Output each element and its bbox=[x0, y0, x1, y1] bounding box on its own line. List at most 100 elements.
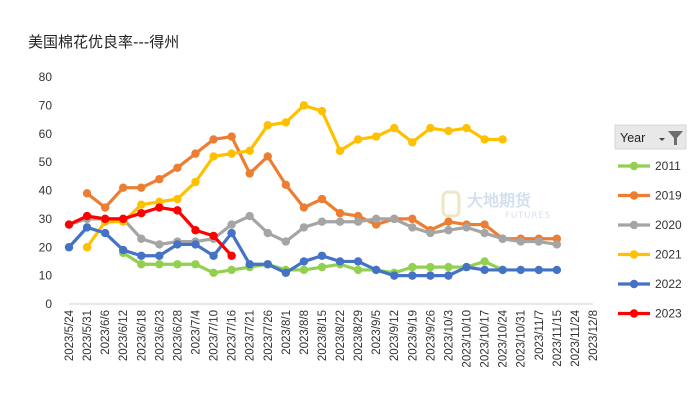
legend-item-2021[interactable]: 2021 bbox=[618, 248, 682, 262]
x-tick-label: 2023/11/7 bbox=[534, 310, 546, 360]
data-point bbox=[462, 262, 471, 272]
data-point bbox=[137, 234, 146, 243]
x-tick-label: 2023/6/18 bbox=[136, 310, 148, 361]
data-point bbox=[299, 265, 309, 275]
data-point bbox=[498, 135, 507, 144]
data-point bbox=[209, 152, 218, 161]
data-point bbox=[173, 194, 182, 204]
data-point bbox=[480, 265, 489, 275]
plot-area bbox=[64, 101, 562, 280]
data-point bbox=[426, 262, 435, 272]
series-line bbox=[67, 214, 559, 247]
data-point bbox=[353, 217, 363, 226]
y-tick-label: 30 bbox=[39, 212, 53, 226]
data-point bbox=[245, 146, 254, 155]
data-point bbox=[390, 271, 399, 280]
data-point bbox=[173, 206, 182, 215]
x-axis: 2023/5/24 2023/5/31 2023/6/6 2023/6/12 2023/… bbox=[64, 303, 600, 368]
x-tick-label: 2023/7/16 bbox=[227, 310, 239, 361]
legend-label: 2023 bbox=[655, 307, 682, 321]
data-point bbox=[263, 152, 272, 161]
data-point bbox=[245, 169, 254, 178]
legend-item-2019[interactable]: 2019 bbox=[618, 189, 682, 203]
data-point bbox=[353, 265, 363, 275]
x-tick-label: 2023/11/24 bbox=[570, 309, 582, 366]
series-line bbox=[67, 225, 559, 278]
data-point bbox=[480, 135, 489, 144]
data-point bbox=[155, 203, 164, 212]
data-point bbox=[209, 251, 218, 260]
data-point bbox=[498, 234, 507, 243]
data-point bbox=[552, 240, 562, 249]
data-point bbox=[155, 174, 164, 184]
data-point bbox=[516, 237, 525, 246]
x-tick-label: 2023/6/23 bbox=[154, 310, 166, 361]
data-point bbox=[444, 271, 453, 280]
legend-item-2011[interactable]: 2011 bbox=[618, 159, 681, 173]
legend-item-2022[interactable]: 2022 bbox=[618, 277, 682, 291]
data-point bbox=[173, 260, 182, 269]
legend-item-2020[interactable]: 2020 bbox=[618, 218, 682, 232]
y-tick-label: 50 bbox=[39, 155, 53, 169]
legend-title: Year bbox=[620, 131, 645, 145]
data-point bbox=[335, 257, 345, 266]
x-tick-label: 2023/7/21 bbox=[245, 310, 257, 361]
data-point bbox=[137, 251, 146, 260]
x-tick-label: 2023/9/19 bbox=[407, 310, 419, 361]
x-tick-label: 2023/5/31 bbox=[82, 310, 94, 361]
data-point bbox=[227, 228, 236, 238]
y-tick-label: 70 bbox=[39, 98, 53, 112]
y-tick-label: 60 bbox=[39, 127, 53, 141]
data-point bbox=[119, 183, 128, 192]
series-2021 bbox=[82, 101, 507, 252]
y-axis: 0 10 20 30 40 50 60 70 80 bbox=[39, 70, 53, 311]
data-point bbox=[534, 237, 543, 246]
legend-label: 2020 bbox=[655, 218, 682, 232]
legend-label: 2021 bbox=[655, 248, 682, 262]
data-point bbox=[155, 240, 164, 249]
data-point bbox=[64, 243, 74, 252]
data-point bbox=[317, 194, 327, 204]
x-tick-label: 2023/7/26 bbox=[263, 310, 275, 361]
data-point bbox=[390, 123, 399, 133]
data-point bbox=[408, 214, 417, 224]
data-point bbox=[371, 132, 381, 141]
data-point bbox=[444, 126, 453, 136]
legend-marker bbox=[629, 191, 639, 200]
data-point bbox=[444, 226, 453, 235]
x-tick-label: 2023/7/10 bbox=[209, 310, 221, 361]
data-point bbox=[408, 223, 417, 232]
legend-marker bbox=[629, 250, 639, 259]
x-tick-label: 2023/8/29 bbox=[353, 310, 365, 361]
data-point bbox=[498, 265, 507, 275]
data-point bbox=[408, 262, 417, 272]
series-2022 bbox=[64, 223, 562, 280]
legend-label: 2019 bbox=[655, 189, 682, 203]
x-tick-label: 2023/8/22 bbox=[335, 310, 347, 361]
x-tick-label: 2023/9/12 bbox=[389, 310, 401, 361]
data-point bbox=[137, 183, 146, 192]
legend-marker bbox=[629, 279, 639, 289]
legend-label: 2022 bbox=[655, 277, 682, 291]
x-tick-label: 2023/9/26 bbox=[425, 310, 437, 361]
data-point bbox=[100, 214, 110, 224]
watermark-logo-icon bbox=[441, 190, 461, 218]
series-2019 bbox=[82, 132, 562, 243]
legend-marker bbox=[629, 161, 639, 171]
data-point bbox=[119, 214, 128, 224]
data-point bbox=[173, 163, 182, 172]
data-point bbox=[335, 209, 345, 218]
x-tick-label: 2023/6/28 bbox=[172, 310, 184, 361]
legend-item-2023[interactable]: 2023 bbox=[618, 307, 682, 321]
data-point bbox=[137, 260, 146, 269]
filter-icon[interactable] bbox=[668, 131, 683, 145]
series-2023 bbox=[64, 203, 236, 260]
dropdown-arrow-icon[interactable] bbox=[659, 138, 665, 141]
data-point bbox=[408, 271, 417, 280]
data-point bbox=[353, 257, 363, 266]
data-point bbox=[426, 228, 435, 238]
data-point bbox=[82, 243, 92, 252]
data-point bbox=[100, 228, 110, 238]
data-point bbox=[227, 149, 236, 158]
data-point bbox=[408, 138, 417, 147]
